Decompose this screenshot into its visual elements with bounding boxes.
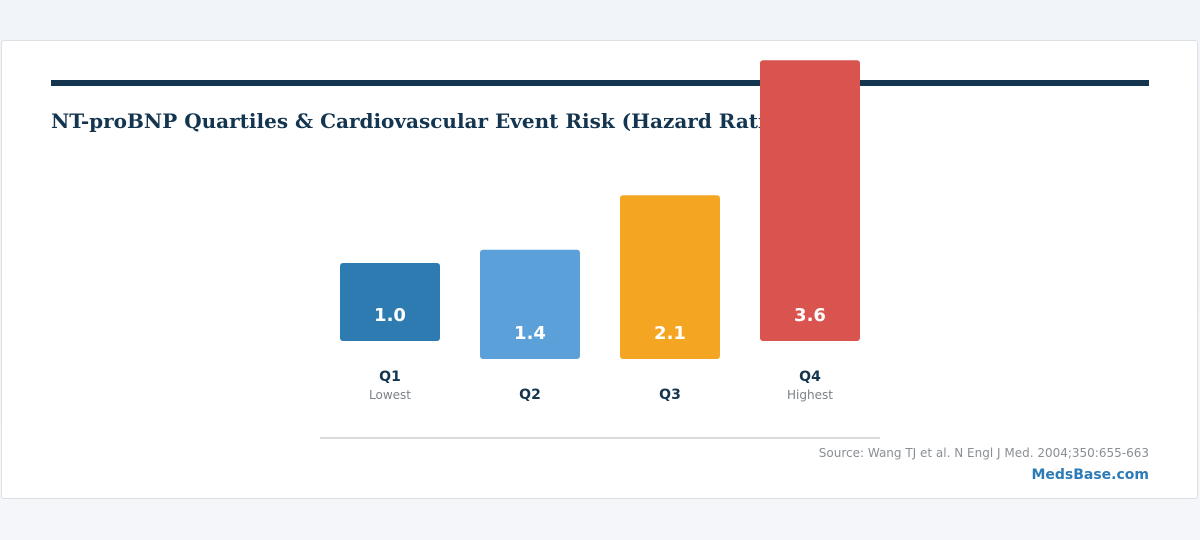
category-sublabel: Highest (787, 388, 833, 402)
brand-link[interactable]: MedsBase.com (1031, 467, 1149, 483)
header-rule (51, 80, 1149, 86)
chart-card (1, 40, 1198, 499)
category-label: Q4 (799, 369, 821, 385)
category-label: Q2 (519, 387, 541, 403)
chart-title: NT-proBNP Quartiles & Cardiovascular Eve… (51, 109, 789, 133)
chart-baseline (320, 437, 880, 439)
bar-value-label: 3.6 (794, 305, 826, 326)
bar-value-label: 1.4 (514, 323, 546, 344)
category-sublabel: Lowest (369, 388, 411, 402)
bar-q1 (340, 263, 440, 341)
source-citation: Source: Wang TJ et al. N Engl J Med. 200… (818, 446, 1149, 460)
category-label: Q3 (659, 387, 681, 403)
bar-q2 (480, 249, 580, 359)
bar-q3 (620, 195, 720, 359)
category-label: Q1 (379, 369, 401, 385)
bar-value-label: 1.0 (374, 305, 406, 326)
bar-value-label: 2.1 (654, 323, 686, 344)
bar-q4 (760, 60, 860, 341)
